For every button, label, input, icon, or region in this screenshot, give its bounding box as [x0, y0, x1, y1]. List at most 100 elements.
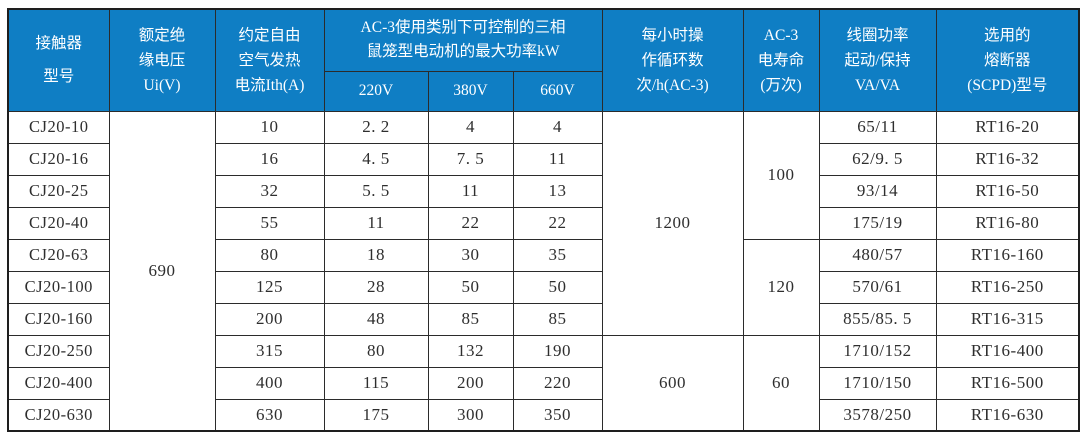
cell-power-220v: 5. 5	[323, 174, 429, 208]
header-coil-line: VA/VA	[854, 76, 901, 94]
cell-fuse-type: RT16-315	[935, 302, 1080, 336]
cell-thermal-current: 16	[214, 142, 325, 176]
header-model-line: 接触器	[35, 35, 82, 53]
cell-power-380v: 50	[427, 270, 514, 304]
header-power-line: 鼠笼型电动机的最大功率kW	[366, 43, 560, 61]
cell-coil-power: 1710/150	[818, 366, 937, 400]
table-row: CJ20-630 630 175 300 350 3578/250 RT16-630	[7, 398, 1080, 432]
cell-power-380v: 30	[427, 238, 514, 272]
cell-power-380v: 7. 5	[427, 142, 514, 176]
header-current-line: 空气发热	[238, 51, 301, 69]
cell-model: CJ20-63	[7, 238, 110, 272]
header-220v: 220V	[323, 70, 429, 112]
header-insulation-voltage: 额定绝 缘电压 Ui(V)	[108, 8, 216, 112]
header-fuse-line: (SCPD)型号	[967, 76, 1048, 94]
cell-electrical-life: 120	[742, 238, 820, 336]
cell-model: CJ20-16	[7, 142, 110, 176]
cell-model: CJ20-250	[7, 334, 110, 368]
cell-power-660v: 220	[512, 366, 603, 400]
table-row: CJ20-63 80 18 30 35 120 480/57 RT16-160	[7, 238, 1080, 336]
cell-fuse-type: RT16-50	[935, 174, 1080, 208]
cell-model: CJ20-25	[7, 174, 110, 208]
contactor-spec-table: 接触器 型号 额定绝 缘电压 Ui(V) 约定自由 空气发热 电流Ith(A) …	[7, 8, 1081, 432]
cell-fuse-type: RT16-80	[935, 206, 1080, 240]
cell-model: CJ20-100	[7, 270, 110, 304]
cell-thermal-current: 200	[214, 302, 325, 336]
cell-power-660v: 85	[512, 302, 603, 336]
table-row: CJ20-16 16 4. 5 7. 5 11 62/9. 5 RT16-32	[7, 142, 1080, 176]
table-row: CJ20-40 55 11 22 22 175/19 RT16-80	[7, 206, 1080, 240]
header-voltage-line: Ui(V)	[143, 76, 181, 94]
header-current-line: 约定自由	[238, 26, 301, 44]
header-cycles-line: 作循环数	[641, 51, 704, 69]
cell-power-220v: 2. 2	[323, 110, 429, 144]
header-thermal-current: 约定自由 空气发热 电流Ith(A)	[214, 8, 325, 112]
cell-power-660v: 50	[512, 270, 603, 304]
cell-coil-power: 3578/250	[818, 398, 937, 432]
header-max-power-group: AC-3使用类别下可控制的三相 鼠笼型电动机的最大功率kW	[323, 8, 603, 72]
cell-fuse-type: RT16-20	[935, 110, 1080, 144]
cell-power-380v: 200	[427, 366, 514, 400]
table-row: CJ20-160 200 48 85 85 855/85. 5 RT16-315	[7, 302, 1080, 336]
cell-fuse-type: RT16-500	[935, 366, 1080, 400]
header-life-line: 电寿命	[757, 51, 805, 69]
cell-coil-power: 480/57	[818, 238, 937, 272]
cell-fuse-type: RT16-250	[935, 270, 1080, 304]
cell-model: CJ20-160	[7, 302, 110, 336]
header-380v: 380V	[427, 70, 514, 112]
cell-coil-power: 65/11	[818, 110, 937, 144]
cell-power-220v: 18	[323, 238, 429, 272]
cell-power-220v: 4. 5	[323, 142, 429, 176]
cell-power-380v: 22	[427, 206, 514, 240]
cell-fuse-type: RT16-32	[935, 142, 1080, 176]
header-cycles-line: 每小时操	[641, 26, 704, 44]
header-fuse-line: 熔断器	[984, 51, 1031, 69]
cell-power-660v: 190	[512, 334, 603, 368]
cell-model: CJ20-40	[7, 206, 110, 240]
cell-power-380v: 300	[427, 398, 514, 432]
header-life-line: AC-3	[763, 26, 799, 44]
cell-electrical-life: 60	[742, 334, 820, 432]
header-fuse-type: 选用的 熔断器 (SCPD)型号	[935, 8, 1080, 112]
cell-coil-power: 1710/152	[818, 334, 937, 368]
cell-power-220v: 115	[323, 366, 429, 400]
cell-power-660v: 11	[512, 142, 603, 176]
cell-operating-cycles: 600	[601, 334, 744, 432]
header-power-line: AC-3使用类别下可控制的三相	[360, 19, 566, 37]
header-electrical-life: AC-3 电寿命 (万次)	[742, 8, 820, 112]
cell-fuse-type: RT16-630	[935, 398, 1080, 432]
cell-power-220v: 11	[323, 206, 429, 240]
header-life-line: (万次)	[760, 76, 802, 94]
header-fuse-line: 选用的	[984, 26, 1031, 44]
cell-power-220v: 80	[323, 334, 429, 368]
cell-thermal-current: 400	[214, 366, 325, 400]
cell-fuse-type: RT16-160	[935, 238, 1080, 272]
cell-thermal-current: 630	[214, 398, 325, 432]
cell-insulation-voltage: 690	[108, 110, 216, 432]
cell-thermal-current: 32	[214, 174, 325, 208]
header-voltage-line: 额定绝	[138, 26, 186, 44]
cell-power-380v: 132	[427, 334, 514, 368]
cell-electrical-life: 100	[742, 110, 820, 240]
contactor-spec-table-wrap: 接触器 型号 额定绝 缘电压 Ui(V) 约定自由 空气发热 电流Ith(A) …	[7, 8, 1081, 433]
cell-power-380v: 85	[427, 302, 514, 336]
table-body: CJ20-10 690 10 2. 2 4 4 1200 100 65/11 RT16-20 CJ2…	[7, 110, 1080, 432]
header-cycles-line: 次/h(AC-3)	[636, 76, 709, 94]
cell-power-380v: 11	[427, 174, 514, 208]
cell-power-220v: 175	[323, 398, 429, 432]
cell-model: CJ20-400	[7, 366, 110, 400]
cell-thermal-current: 80	[214, 238, 325, 272]
cell-thermal-current: 10	[214, 110, 325, 144]
header-model: 接触器 型号	[7, 8, 110, 112]
table-row: CJ20-250 315 80 132 190 600 60 1710/152 RT16-400	[7, 334, 1080, 432]
header-current-line: 电流Ith(A)	[234, 76, 305, 94]
cell-fuse-type: RT16-400	[935, 334, 1080, 368]
cell-power-660v: 4	[512, 110, 603, 144]
cell-model: CJ20-630	[7, 398, 110, 432]
cell-thermal-current: 125	[214, 270, 325, 304]
header-operating-cycles: 每小时操 作循环数 次/h(AC-3)	[601, 8, 744, 112]
cell-model: CJ20-10	[7, 110, 110, 144]
header-model-line: 型号	[43, 68, 75, 86]
cell-coil-power: 62/9. 5	[818, 142, 937, 176]
cell-thermal-current: 55	[214, 206, 325, 240]
